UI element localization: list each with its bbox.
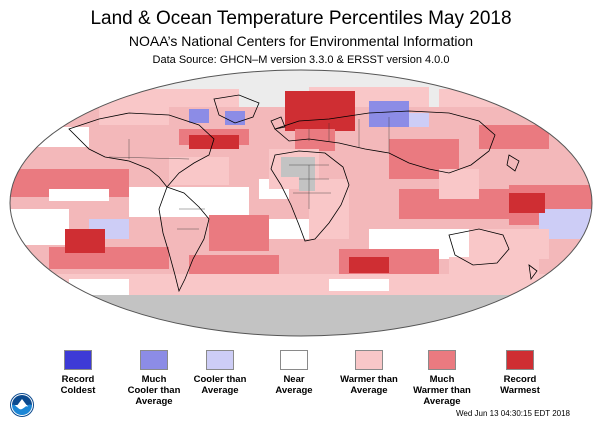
legend-item-much-warmer: Much Warmer than Average — [404, 350, 480, 407]
legend-item-record-warmest: Record Warmest — [482, 350, 558, 396]
legend-label-much-cooler: Much Cooler than Average — [127, 374, 181, 407]
map-title: Land & Ocean Temperature Percentiles May… — [90, 8, 512, 29]
world-map — [9, 69, 593, 337]
legend-item-cooler: Cooler than Average — [182, 350, 258, 396]
legend-swatch-warmer — [355, 350, 383, 370]
legend-item-warmer: Warmer than Average — [331, 350, 407, 396]
globe-outline — [9, 69, 593, 337]
legend-swatch-cooler — [206, 350, 234, 370]
legend-swatch-much-warmer — [428, 350, 456, 370]
legend-swatch-record-warmest — [506, 350, 534, 370]
legend-item-near-average: Near Average — [256, 350, 332, 396]
legend-label-cooler: Cooler than Average — [193, 374, 247, 396]
legend-label-record-coldest: Record Coldest — [60, 374, 96, 396]
legend-item-record-coldest: Record Coldest — [40, 350, 116, 396]
legend-swatch-much-cooler — [140, 350, 168, 370]
timestamp: Wed Jun 13 04:30:15 EDT 2018 — [455, 409, 570, 418]
data-source: Data Source: GHCN–M version 3.3.0 & ERSS… — [152, 54, 450, 66]
noaa-logo — [10, 393, 34, 417]
map-subtitle: NOAA’s National Centers for Environmenta… — [128, 33, 474, 49]
legend-swatch-near-average — [280, 350, 308, 370]
legend-label-warmer: Warmer than Average — [340, 374, 398, 396]
country-borders — [108, 117, 390, 230]
legend-label-record-warmest: Record Warmest — [500, 374, 540, 396]
coastlines — [68, 94, 538, 293]
legend-label-much-warmer: Much Warmer than Average — [413, 374, 471, 407]
legend-label-near-average: Near Average — [275, 374, 313, 396]
legend-item-much-cooler: Much Cooler than Average — [116, 350, 192, 407]
legend-swatch-record-coldest — [64, 350, 92, 370]
